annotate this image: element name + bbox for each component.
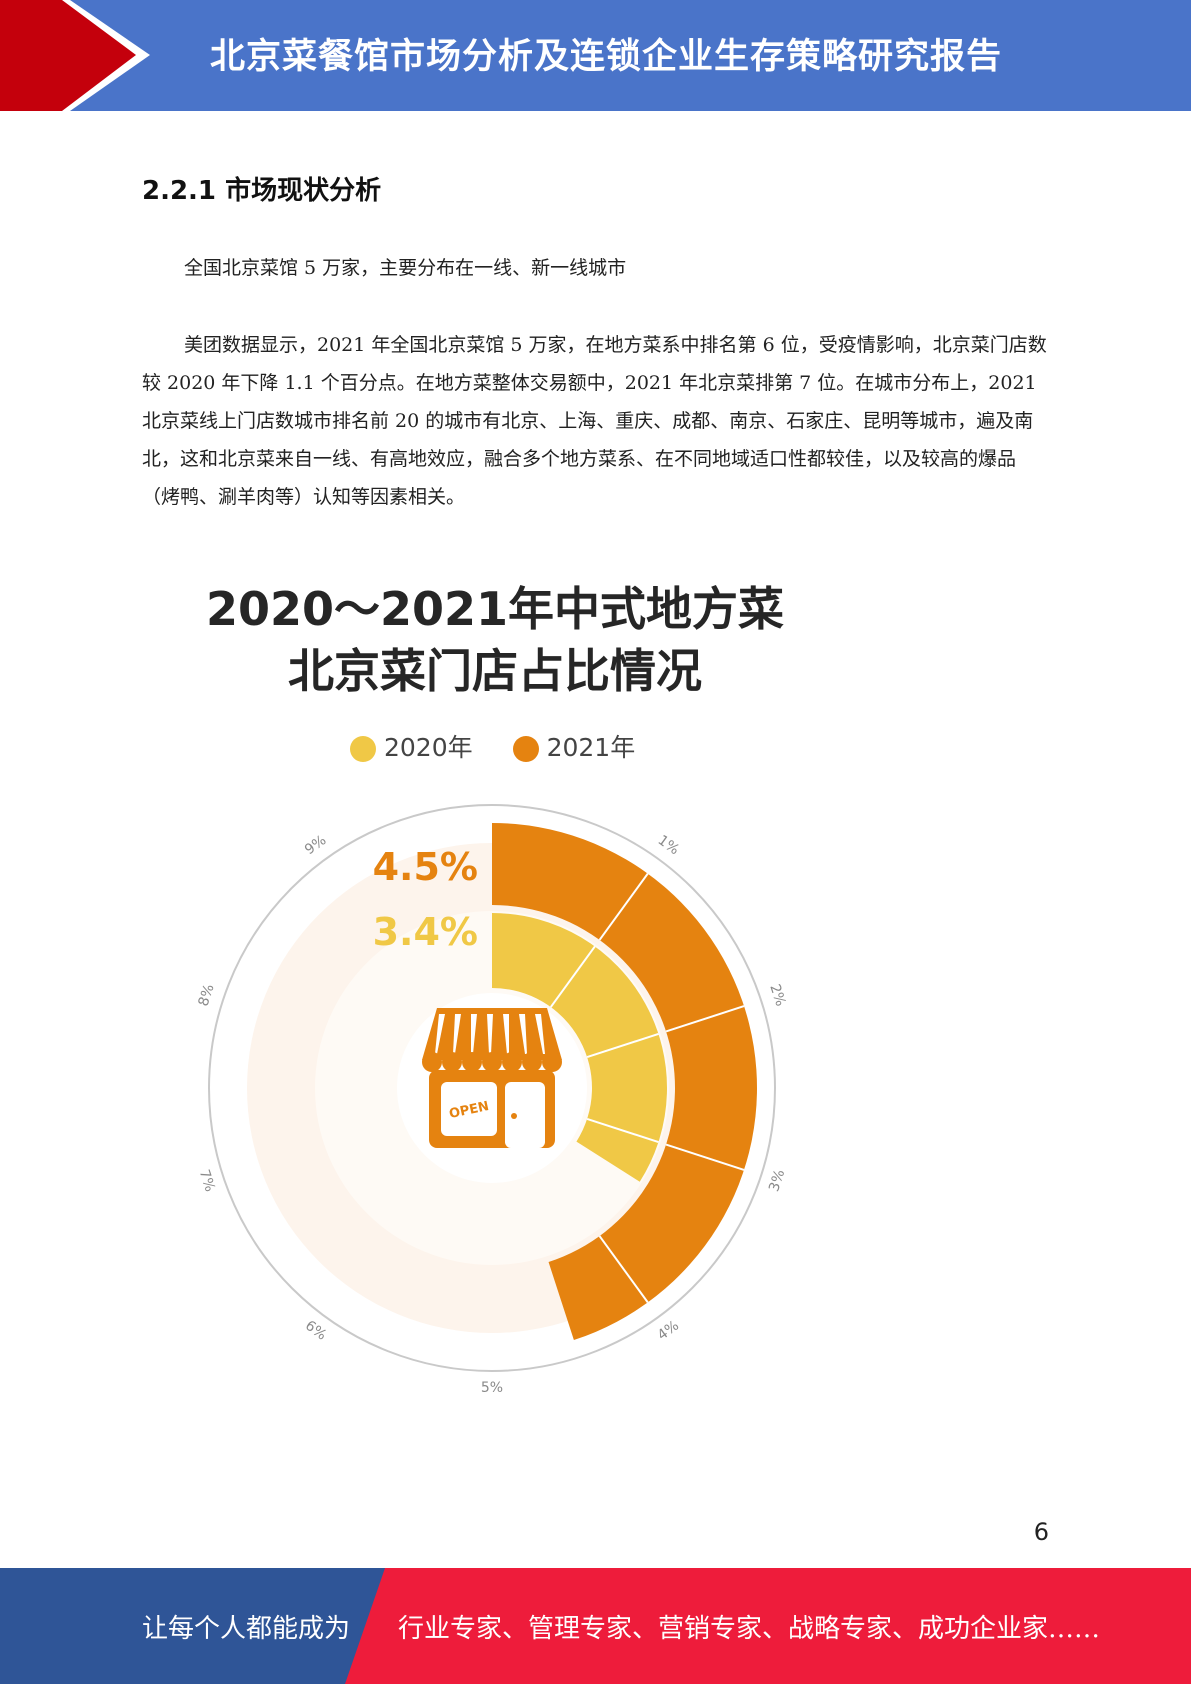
legend-item-2021: 2021年	[512, 728, 636, 764]
bar-separator	[549, 945, 596, 1008]
storefront-icon: OPEN	[422, 1008, 562, 1148]
bar-separator	[665, 1143, 745, 1171]
footer-slogan-right: 行业专家、管理专家、营销专家、战略专家、成功企业家……	[398, 1614, 1101, 1644]
section-heading: 2.2.1 市场现状分析	[142, 176, 382, 206]
tick-label-9%: 9%	[302, 832, 329, 858]
body-paragraph: 美团数据显示，2021 年全国北京菜馆 5 万家，在地方菜系中排名第 6 位，受…	[142, 334, 1047, 508]
footer-slogan-left: 让每个人都能成为	[142, 1614, 351, 1644]
bar-separator	[598, 1235, 649, 1303]
bar-2020年	[492, 913, 667, 1182]
footer-background	[0, 1568, 1191, 1684]
page-number: 6	[1033, 1518, 1049, 1546]
chart-title-line-2: 北京菜门店占比情况	[288, 644, 702, 698]
tick-label-3%: 3%	[766, 1168, 788, 1194]
tick-label-6%: 6%	[302, 1318, 329, 1344]
outer-ring	[208, 804, 776, 1372]
tick-label-2%: 2%	[766, 982, 788, 1008]
bar-separator	[665, 1005, 745, 1033]
bar-2021年	[492, 823, 757, 1341]
tick-label-5%: 5%	[481, 1380, 503, 1396]
tick-label-4%: 4%	[655, 1318, 682, 1344]
bar-separator	[586, 1117, 659, 1144]
value-label-2020: 3.4%	[373, 910, 478, 954]
bar-separator	[598, 873, 649, 941]
report-title: 北京菜餐馆市场分析及连锁企业生存策略研究报告	[210, 37, 1003, 77]
legend-item-2020: 2020年	[350, 728, 473, 764]
chart-figure: 1% 2% 3% 4% 5% 6% 7% 8% 9% 4.5% 3.4% OPEN 2020～2021…	[180, 558, 810, 1408]
footer-banner: 让每个人都能成为 行业专家、管理专家、营销专家、战略专家、成功企业家……	[0, 1568, 1191, 1684]
bar-separator	[586, 1032, 659, 1059]
tick-label-7%: 7%	[196, 1168, 218, 1194]
legend-swatch-2020	[350, 736, 376, 762]
value-label-2021: 4.5%	[373, 845, 478, 889]
legend-swatch-2021	[512, 736, 539, 762]
tick-label-8%: 8%	[196, 982, 218, 1008]
legend-label-2021: 2021年	[546, 733, 636, 762]
chart-legend: 2020年 2021年	[350, 728, 667, 768]
radial-chart: 1% 2% 3% 4% 5% 6% 7% 8% 9% 4.5% 3.4% OPEN	[196, 804, 788, 1396]
legend-label-2020: 2020年	[384, 733, 473, 762]
tick-label-1%: 1%	[655, 832, 682, 858]
header-red-flag	[0, 0, 150, 111]
intro-paragraph: 全国北京菜馆 5 万家，主要分布在一线、新一线城市	[184, 257, 627, 279]
chart-title-line-1: 2020～2021年中式地方菜	[205, 582, 785, 636]
header-banner: 北京菜餐馆市场分析及连锁企业生存策略研究报告	[0, 0, 1191, 111]
